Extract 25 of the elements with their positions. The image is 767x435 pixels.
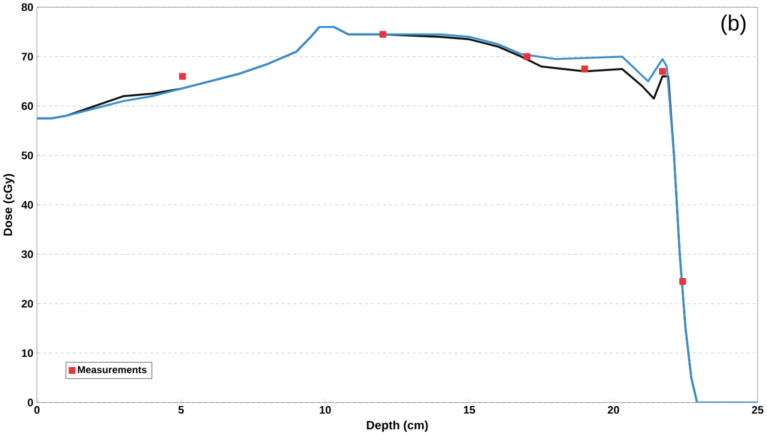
x-tick-label: 0: [34, 406, 40, 414]
y-tick-label: 70: [22, 52, 33, 60]
legend-label: Measurements: [78, 366, 147, 374]
x-axis-title: Depth (cm): [366, 420, 428, 432]
y-tick-label: 60: [22, 102, 33, 110]
x-tick-label: 15: [464, 406, 476, 414]
x-tick-label: 5: [178, 406, 184, 414]
y-tick-label: 30: [22, 250, 33, 258]
point: [524, 53, 530, 60]
point: [679, 278, 686, 285]
y-tick-label: 80: [22, 3, 33, 12]
point: [659, 68, 666, 75]
y-axis-title: Dose (cGy): [3, 174, 14, 236]
y-tick-label: 10: [22, 349, 33, 357]
y-tick-label: 0: [28, 398, 33, 406]
y-tick-label: 20: [22, 300, 33, 308]
annotation: (b): [722, 14, 746, 35]
x-tick-label: 20: [608, 406, 620, 414]
point: [581, 66, 588, 72]
x-tick-label: 25: [752, 406, 764, 414]
point: [179, 72, 186, 80]
point: [379, 30, 386, 38]
y-tick-label: 50: [22, 152, 33, 160]
x-tick-label: 10: [320, 406, 331, 414]
y-tick-label: 40: [21, 200, 33, 209]
